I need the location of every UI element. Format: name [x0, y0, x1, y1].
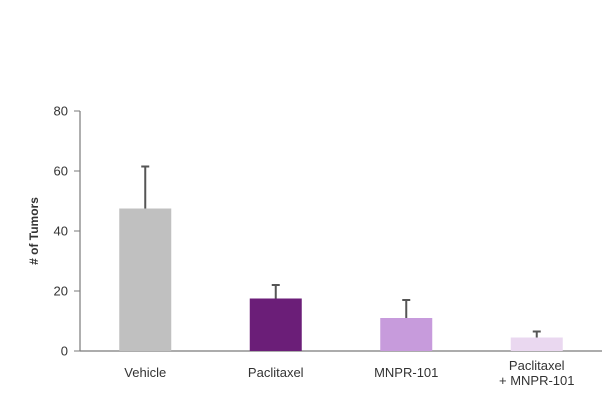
bar — [380, 318, 433, 351]
x-tick-label-line: MNPR-101 — [374, 365, 438, 380]
y-tick-label: 60 — [54, 164, 68, 179]
x-tick-label-line: Paclitaxel — [248, 365, 304, 380]
x-tick-label: Paclitaxel + MNPR-101 — [499, 358, 575, 388]
bar — [249, 298, 302, 351]
error-bars — [141, 165, 541, 338]
x-tick-label-line: Vehicle — [124, 365, 166, 380]
bar — [119, 208, 172, 351]
y-tick-label: 20 — [54, 284, 68, 299]
x-tick-label: MNPR-101 — [374, 365, 438, 380]
y-ticks: 0 20 40 60 80 — [54, 104, 80, 359]
y-axis-title: # of Tumors — [27, 197, 41, 265]
error-bar — [402, 299, 411, 318]
x-tick-labels: Vehicle Paclitaxel MNPR-101 Paclitaxel + MNP… — [124, 358, 574, 388]
x-tick-label: Paclitaxel — [248, 365, 304, 380]
bars — [119, 208, 563, 351]
bar — [510, 337, 563, 351]
error-bar — [271, 284, 280, 299]
error-bar — [141, 165, 150, 209]
x-tick-label-line: Paclitaxel — [509, 358, 565, 373]
y-tick-label: 40 — [54, 224, 68, 239]
y-tick-label: 80 — [54, 104, 68, 119]
x-tick-label-line: + MNPR-101 — [499, 373, 575, 388]
x-tick-label: Vehicle — [124, 365, 166, 380]
y-tick-label: 0 — [61, 344, 68, 359]
error-bar — [532, 330, 541, 338]
